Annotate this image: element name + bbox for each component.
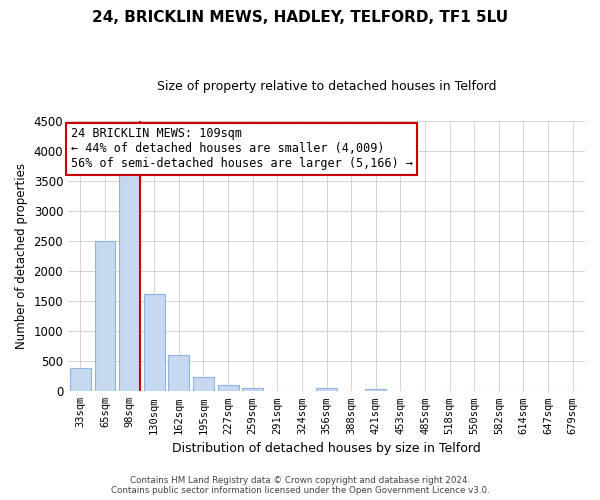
Bar [242,388,263,392]
Bar [169,355,189,392]
Bar [218,386,239,392]
Y-axis label: Number of detached properties: Number of detached properties [15,163,28,349]
Text: Contains HM Land Registry data © Crown copyright and database right 2024.
Contai: Contains HM Land Registry data © Crown c… [110,476,490,495]
X-axis label: Distribution of detached houses by size in Telford: Distribution of detached houses by size … [172,442,481,455]
Title: Size of property relative to detached houses in Telford: Size of property relative to detached ho… [157,80,496,93]
Bar [365,389,386,392]
Bar [316,388,337,392]
Bar [95,241,115,392]
Bar [144,294,164,392]
Bar [70,368,91,392]
Text: 24 BRICKLIN MEWS: 109sqm
← 44% of detached houses are smaller (4,009)
56% of sem: 24 BRICKLIN MEWS: 109sqm ← 44% of detach… [71,128,413,170]
Text: 24, BRICKLIN MEWS, HADLEY, TELFORD, TF1 5LU: 24, BRICKLIN MEWS, HADLEY, TELFORD, TF1 … [92,10,508,25]
Bar [193,377,214,392]
Bar [119,168,140,392]
